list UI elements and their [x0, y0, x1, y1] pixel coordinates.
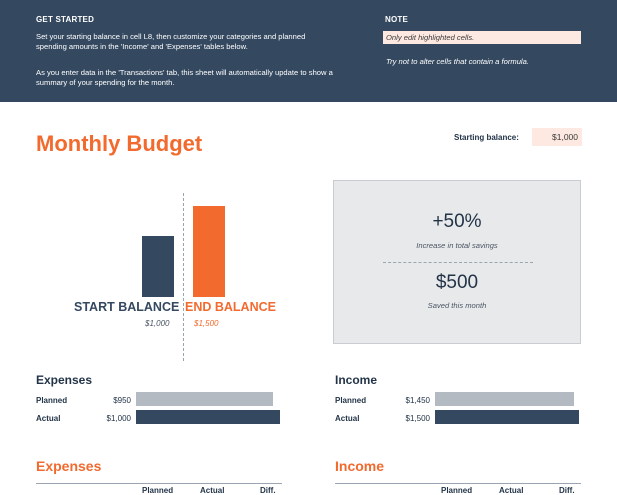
expenses-planned-value: $950 [113, 396, 131, 405]
income-planned-value: $1,450 [405, 396, 430, 405]
expenses-table-rule [36, 483, 282, 484]
get-started-banner: GET STARTED Set your starting balance in… [0, 0, 617, 102]
expenses-summary-heading: Expenses [36, 373, 93, 387]
saved-caption: Saved this month [427, 301, 487, 310]
savings-percent-caption: Increase in total savings [416, 241, 498, 250]
savings-summary-panel: +50% Increase in total savings $500 Save… [333, 180, 581, 344]
get-started-text-2: As you enter data in the 'Transactions' … [36, 68, 333, 87]
income-col-diff: Diff. [559, 486, 575, 495]
expenses-col-diff: Diff. [260, 486, 276, 495]
income-summary-heading: Income [335, 373, 378, 387]
expenses-col-actual: Actual [200, 486, 225, 495]
income-planned-bar [435, 392, 575, 406]
note-heading: NOTE [385, 15, 409, 24]
income-col-planned: Planned [441, 486, 473, 495]
end-balance-label: END BALANCE [185, 300, 276, 314]
panel-divider [383, 262, 533, 263]
starting-balance-label: Starting balance: [454, 133, 519, 142]
chart-divider [183, 193, 184, 361]
note-highlight-cell: Only edit highlighted cells. [383, 31, 581, 44]
income-actual-label: Actual [335, 414, 360, 423]
saved-amount: $500 [435, 272, 479, 293]
income-actual-bar [435, 410, 579, 424]
income-table-heading: Income [335, 458, 385, 474]
expenses-actual-value: $1,000 [106, 414, 131, 423]
expenses-actual-label: Actual [36, 414, 61, 423]
expenses-col-planned: Planned [142, 486, 174, 495]
end-balance-bar [193, 206, 225, 297]
starting-balance-input[interactable]: $1,000 [532, 128, 582, 146]
savings-percent: +50% [432, 211, 482, 232]
income-col-actual: Actual [499, 486, 524, 495]
start-balance-label: START BALANCE [74, 300, 180, 314]
expenses-planned-label: Planned [36, 396, 68, 405]
get-started-heading: GET STARTED [36, 15, 95, 24]
get-started-text-1: Set your starting balance in cell L8, th… [36, 32, 306, 51]
end-balance-value: $1,500 [194, 319, 219, 328]
income-actual-value: $1,500 [405, 414, 430, 423]
note-text-2: Try not to alter cells that contain a fo… [386, 57, 529, 66]
start-balance-bar [142, 236, 174, 297]
start-balance-value: $1,000 [145, 319, 170, 328]
expenses-actual-bar [136, 410, 280, 424]
income-table-rule [335, 483, 581, 484]
expenses-table-heading: Expenses [36, 458, 102, 474]
income-planned-label: Planned [335, 396, 367, 405]
expenses-planned-bar [136, 392, 273, 406]
page-title: Monthly Budget [36, 131, 203, 156]
